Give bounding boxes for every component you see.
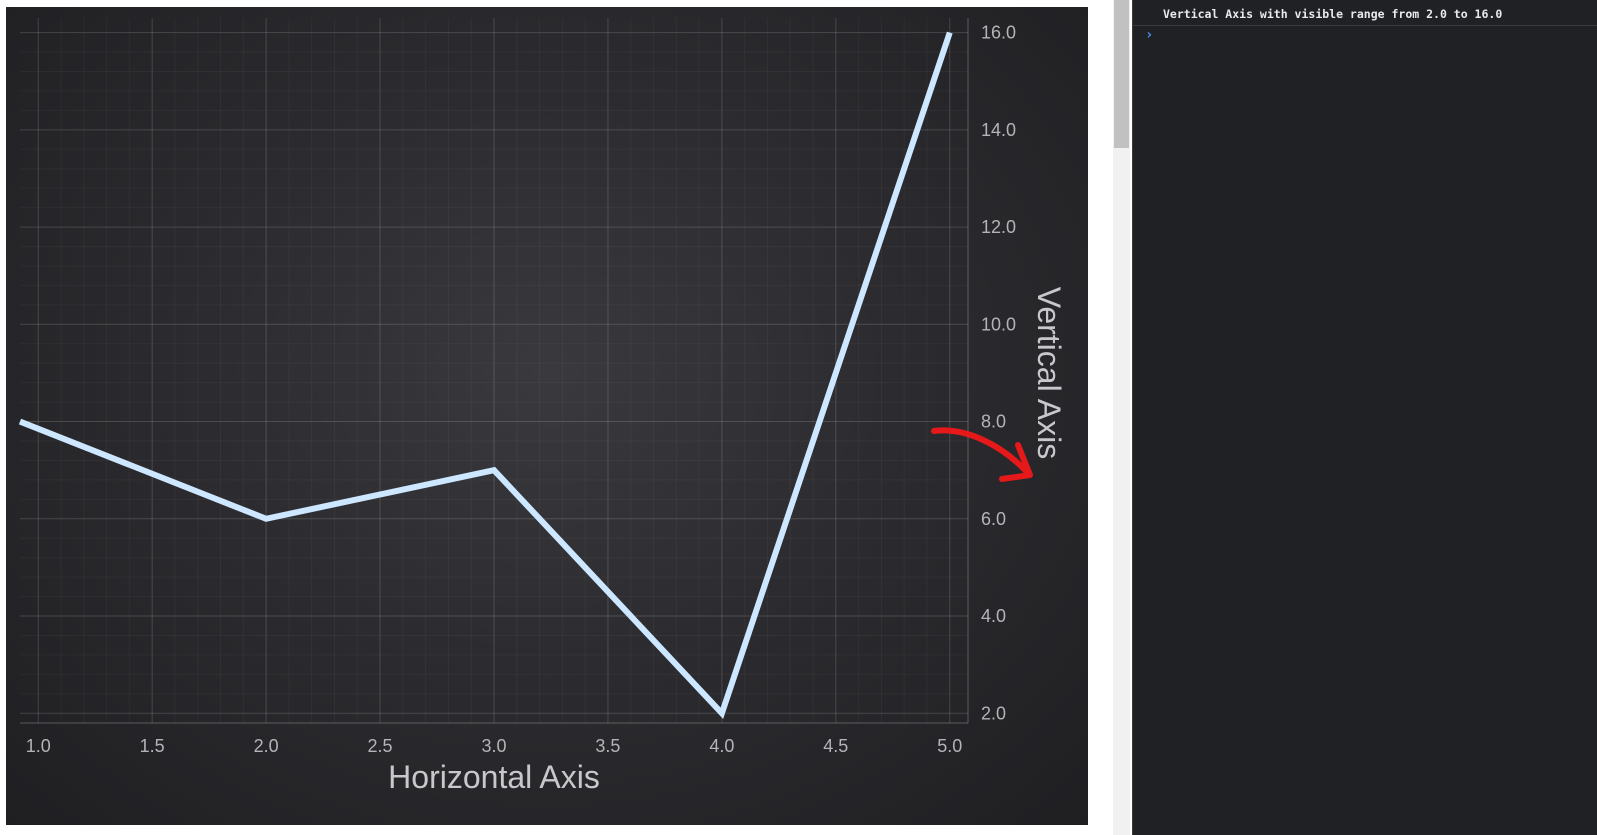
chart-panel[interactable]: 1.0 1.5 2.0 2.5 3.0 3.5 4.0 4.5 5.0 2.0 4.0 6.0 8.0 1… xyxy=(6,7,1088,825)
console-prompt-icon[interactable]: › xyxy=(1145,27,1154,43)
console-message: Vertical Axis with visible range from 2.… xyxy=(1163,7,1503,21)
x-tick-label: 2.0 xyxy=(254,736,279,756)
series-line[interactable] xyxy=(18,31,953,719)
y-tick-label: 14.0 xyxy=(981,120,1016,140)
y-tick-label: 8.0 xyxy=(981,412,1006,432)
x-tick-label: 2.5 xyxy=(368,736,393,756)
y-tick-label: 4.0 xyxy=(981,606,1006,626)
y-tick-label: 6.0 xyxy=(981,509,1006,529)
scrollbar-track[interactable] xyxy=(1113,0,1130,835)
line-chart[interactable]: 1.0 1.5 2.0 2.5 3.0 3.5 4.0 4.5 5.0 2.0 4.0 6.0 8.0 1… xyxy=(6,7,1088,825)
y-axis-title: Vertical Axis xyxy=(1031,287,1067,460)
console-log-line: Vertical Axis with visible range from 2.… xyxy=(1133,0,1597,26)
x-tick-label: 1.0 xyxy=(26,736,51,756)
red-arrow-head-icon xyxy=(999,442,1033,482)
y-tick-label: 2.0 xyxy=(981,703,1006,723)
x-tick-label: 5.0 xyxy=(937,736,962,756)
x-tick-label: 4.5 xyxy=(823,736,848,756)
y-tick-label: 16.0 xyxy=(981,23,1016,43)
y-tick-label: 10.0 xyxy=(981,314,1016,334)
x-tick-label: 4.0 xyxy=(709,736,734,756)
y-tick-label: 12.0 xyxy=(981,217,1016,237)
console-panel[interactable]: Vertical Axis with visible range from 2.… xyxy=(1132,0,1597,835)
x-tick-label: 3.0 xyxy=(481,736,506,756)
scrollbar-thumb[interactable] xyxy=(1114,0,1129,148)
x-tick-label: 3.5 xyxy=(595,736,620,756)
x-tick-label: 1.5 xyxy=(140,736,165,756)
red-arrow-icon xyxy=(931,427,1029,474)
x-axis-title: Horizontal Axis xyxy=(388,759,600,795)
